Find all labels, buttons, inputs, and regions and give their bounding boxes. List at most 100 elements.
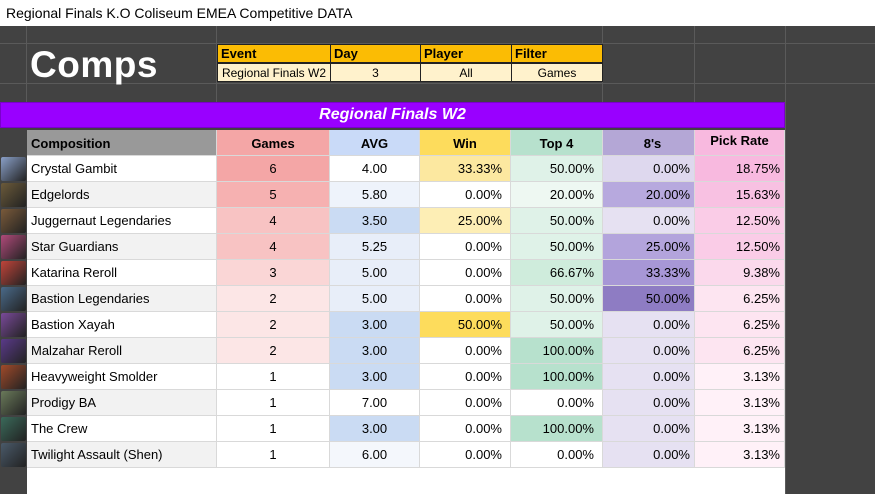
games-cell[interactable]: 1 bbox=[217, 364, 330, 390]
player-dropdown[interactable]: All bbox=[420, 63, 512, 82]
top4-rate-cell[interactable]: 0.00% bbox=[511, 442, 603, 468]
column-header-pick-rate[interactable]: Pick Rate bbox=[695, 130, 785, 156]
filter-dropdown[interactable]: Games bbox=[511, 63, 603, 82]
games-cell[interactable]: 2 bbox=[217, 286, 330, 312]
pick-rate-cell[interactable]: 12.50% bbox=[695, 234, 785, 260]
games-cell[interactable]: 4 bbox=[217, 234, 330, 260]
column-header-top4[interactable]: Top 4 bbox=[511, 130, 603, 156]
win-rate-cell[interactable]: 0.00% bbox=[420, 286, 511, 312]
win-rate-cell[interactable]: 50.00% bbox=[420, 312, 511, 338]
eighth-rate-cell[interactable]: 33.33% bbox=[603, 260, 695, 286]
win-rate-cell[interactable]: 0.00% bbox=[420, 260, 511, 286]
composition-cell[interactable]: Katarina Reroll bbox=[27, 260, 217, 286]
games-cell[interactable]: 2 bbox=[217, 312, 330, 338]
games-cell[interactable]: 2 bbox=[217, 338, 330, 364]
win-rate-cell[interactable]: 33.33% bbox=[420, 156, 511, 182]
top4-rate-cell[interactable]: 100.00% bbox=[511, 364, 603, 390]
composition-cell[interactable]: Star Guardians bbox=[27, 234, 217, 260]
win-rate-cell[interactable]: 0.00% bbox=[420, 364, 511, 390]
champion-portrait-icon bbox=[1, 261, 26, 285]
win-rate-cell[interactable]: 0.00% bbox=[420, 416, 511, 442]
composition-cell[interactable]: Juggernaut Legendaries bbox=[27, 208, 217, 234]
composition-cell[interactable]: Twilight Assault (Shen) bbox=[27, 442, 217, 468]
composition-cell[interactable]: Prodigy BA bbox=[27, 390, 217, 416]
composition-cell[interactable]: Bastion Legendaries bbox=[27, 286, 217, 312]
avg-placement-cell[interactable]: 3.00 bbox=[330, 312, 420, 338]
champion-icon-cell bbox=[0, 390, 27, 416]
top4-rate-cell[interactable]: 50.00% bbox=[511, 234, 603, 260]
column-header-avg[interactable]: AVG bbox=[330, 130, 420, 156]
avg-placement-cell[interactable]: 5.80 bbox=[330, 182, 420, 208]
grid-line bbox=[694, 26, 695, 102]
composition-cell[interactable]: Bastion Xayah bbox=[27, 312, 217, 338]
table-row: The Crew 1 3.00 0.00% 100.00% 0.00% 3.13% bbox=[0, 416, 785, 442]
eighth-rate-cell[interactable]: 0.00% bbox=[603, 312, 695, 338]
win-rate-cell[interactable]: 25.00% bbox=[420, 208, 511, 234]
games-cell[interactable]: 1 bbox=[217, 442, 330, 468]
eighth-rate-cell[interactable]: 0.00% bbox=[603, 156, 695, 182]
pick-rate-cell[interactable]: 15.63% bbox=[695, 182, 785, 208]
pick-rate-cell[interactable]: 3.13% bbox=[695, 364, 785, 390]
composition-cell[interactable]: Crystal Gambit bbox=[27, 156, 217, 182]
avg-placement-cell[interactable]: 5.00 bbox=[330, 260, 420, 286]
pick-rate-cell[interactable]: 3.13% bbox=[695, 390, 785, 416]
eighth-rate-cell[interactable]: 25.00% bbox=[603, 234, 695, 260]
eighth-rate-cell[interactable]: 0.00% bbox=[603, 338, 695, 364]
games-cell[interactable]: 5 bbox=[217, 182, 330, 208]
top4-rate-cell[interactable]: 50.00% bbox=[511, 286, 603, 312]
composition-cell[interactable]: Edgelords bbox=[27, 182, 217, 208]
eighth-rate-cell[interactable]: 0.00% bbox=[603, 364, 695, 390]
composition-cell[interactable]: Malzahar Reroll bbox=[27, 338, 217, 364]
win-rate-cell[interactable]: 0.00% bbox=[420, 234, 511, 260]
avg-placement-cell[interactable]: 3.00 bbox=[330, 338, 420, 364]
eighth-rate-cell[interactable]: 0.00% bbox=[603, 416, 695, 442]
pick-rate-cell[interactable]: 6.25% bbox=[695, 338, 785, 364]
eighth-rate-cell[interactable]: 0.00% bbox=[603, 442, 695, 468]
column-header-eights[interactable]: 8's bbox=[603, 130, 695, 156]
avg-placement-cell[interactable]: 3.00 bbox=[330, 416, 420, 442]
eighth-rate-cell[interactable]: 20.00% bbox=[603, 182, 695, 208]
column-header-composition[interactable]: Composition bbox=[27, 130, 217, 156]
avg-placement-cell[interactable]: 5.00 bbox=[330, 286, 420, 312]
top4-rate-cell[interactable]: 50.00% bbox=[511, 208, 603, 234]
avg-placement-cell[interactable]: 5.25 bbox=[330, 234, 420, 260]
eighth-rate-cell[interactable]: 0.00% bbox=[603, 208, 695, 234]
event-dropdown[interactable]: Regional Finals W2 bbox=[217, 63, 331, 82]
top4-rate-cell[interactable]: 50.00% bbox=[511, 156, 603, 182]
win-rate-cell[interactable]: 0.00% bbox=[420, 338, 511, 364]
win-rate-cell[interactable]: 0.00% bbox=[420, 442, 511, 468]
top4-rate-cell[interactable]: 66.67% bbox=[511, 260, 603, 286]
pick-rate-cell[interactable]: 18.75% bbox=[695, 156, 785, 182]
avg-placement-cell[interactable]: 3.00 bbox=[330, 364, 420, 390]
avg-placement-cell[interactable]: 6.00 bbox=[330, 442, 420, 468]
games-cell[interactable]: 6 bbox=[217, 156, 330, 182]
pick-rate-cell[interactable]: 3.13% bbox=[695, 442, 785, 468]
pick-rate-cell[interactable]: 9.38% bbox=[695, 260, 785, 286]
top4-rate-cell[interactable]: 0.00% bbox=[511, 390, 603, 416]
avg-placement-cell[interactable]: 7.00 bbox=[330, 390, 420, 416]
top4-rate-cell[interactable]: 20.00% bbox=[511, 182, 603, 208]
games-cell[interactable]: 1 bbox=[217, 416, 330, 442]
column-header-win[interactable]: Win bbox=[420, 130, 511, 156]
eighth-rate-cell[interactable]: 50.00% bbox=[603, 286, 695, 312]
day-dropdown[interactable]: 3 bbox=[330, 63, 421, 82]
composition-cell[interactable]: Heavyweight Smolder bbox=[27, 364, 217, 390]
pick-rate-cell[interactable]: 6.25% bbox=[695, 312, 785, 338]
avg-placement-cell[interactable]: 4.00 bbox=[330, 156, 420, 182]
pick-rate-cell[interactable]: 3.13% bbox=[695, 416, 785, 442]
games-cell[interactable]: 4 bbox=[217, 208, 330, 234]
top4-rate-cell[interactable]: 100.00% bbox=[511, 338, 603, 364]
column-header-games[interactable]: Games bbox=[217, 130, 330, 156]
top4-rate-cell[interactable]: 50.00% bbox=[511, 312, 603, 338]
games-cell[interactable]: 1 bbox=[217, 390, 330, 416]
avg-placement-cell[interactable]: 3.50 bbox=[330, 208, 420, 234]
win-rate-cell[interactable]: 0.00% bbox=[420, 182, 511, 208]
eighth-rate-cell[interactable]: 0.00% bbox=[603, 390, 695, 416]
games-cell[interactable]: 3 bbox=[217, 260, 330, 286]
champion-icon-cell bbox=[0, 156, 27, 182]
top4-rate-cell[interactable]: 100.00% bbox=[511, 416, 603, 442]
pick-rate-cell[interactable]: 12.50% bbox=[695, 208, 785, 234]
pick-rate-cell[interactable]: 6.25% bbox=[695, 286, 785, 312]
win-rate-cell[interactable]: 0.00% bbox=[420, 390, 511, 416]
composition-cell[interactable]: The Crew bbox=[27, 416, 217, 442]
